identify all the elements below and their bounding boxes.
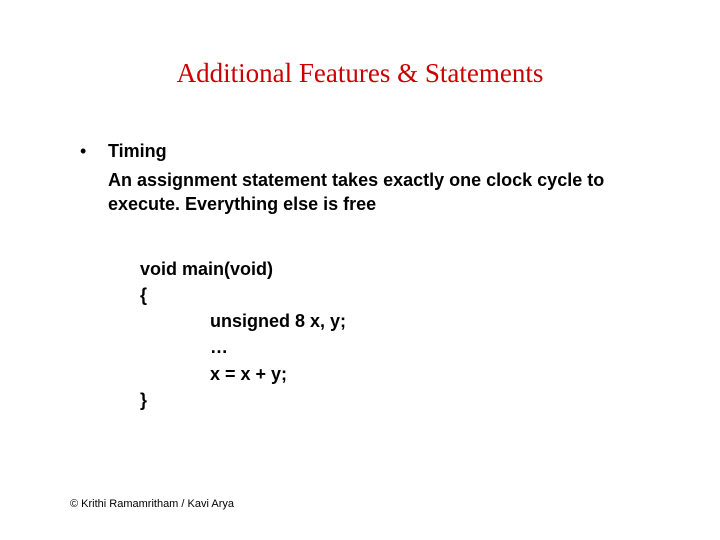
code-line: unsigned 8 x, y; (210, 308, 640, 334)
slide: Additional Features & Statements • Timin… (0, 0, 720, 540)
code-line: void main(void) (140, 256, 640, 282)
slide-title: Additional Features & Statements (0, 58, 720, 89)
code-line: } (140, 387, 640, 413)
bullet-label: Timing (108, 140, 167, 163)
bullet-mark: • (80, 140, 108, 163)
slide-body: • Timing An assignment statement takes e… (80, 140, 640, 413)
footer-copyright: © Krithi Ramamritham / Kavi Arya (70, 498, 234, 510)
bullet-item: • Timing (80, 140, 640, 163)
code-line: x = x + y; (210, 361, 640, 387)
bullet-subtext: An assignment statement takes exactly on… (108, 169, 640, 216)
code-block: void main(void) { unsigned 8 x, y; … x =… (140, 256, 640, 413)
code-line: … (210, 334, 640, 360)
code-line: { (140, 282, 640, 308)
